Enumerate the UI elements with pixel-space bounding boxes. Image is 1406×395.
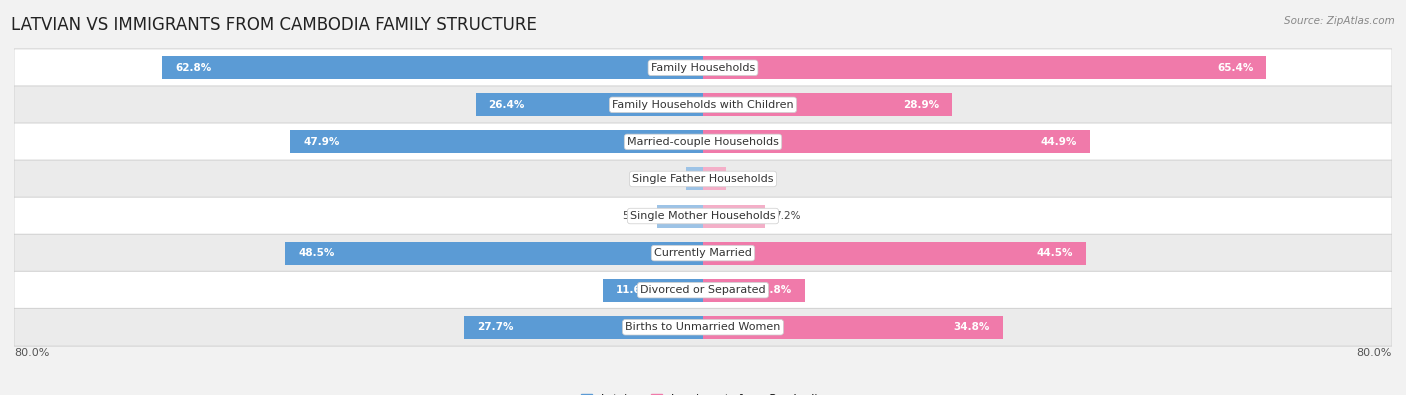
FancyBboxPatch shape xyxy=(14,123,1392,161)
Bar xyxy=(703,205,765,228)
Text: Single Mother Households: Single Mother Households xyxy=(630,211,776,221)
Bar xyxy=(686,167,703,190)
Bar xyxy=(285,242,703,265)
Text: 34.8%: 34.8% xyxy=(953,322,990,332)
Text: Births to Unmarried Women: Births to Unmarried Women xyxy=(626,322,780,332)
Bar xyxy=(475,93,703,117)
Text: 27.7%: 27.7% xyxy=(478,322,513,332)
Text: 80.0%: 80.0% xyxy=(1357,348,1392,357)
Bar xyxy=(703,56,1267,79)
Text: 26.4%: 26.4% xyxy=(488,100,524,110)
Text: 44.5%: 44.5% xyxy=(1036,248,1073,258)
Text: LATVIAN VS IMMIGRANTS FROM CAMBODIA FAMILY STRUCTURE: LATVIAN VS IMMIGRANTS FROM CAMBODIA FAMI… xyxy=(11,16,537,34)
Text: 11.8%: 11.8% xyxy=(755,285,792,295)
Text: 62.8%: 62.8% xyxy=(176,63,211,73)
FancyBboxPatch shape xyxy=(14,234,1392,272)
Bar xyxy=(703,242,1087,265)
Bar xyxy=(703,93,952,117)
FancyBboxPatch shape xyxy=(14,271,1392,309)
Text: 11.6%: 11.6% xyxy=(616,285,652,295)
Bar xyxy=(464,316,703,339)
Text: Family Households: Family Households xyxy=(651,63,755,73)
FancyBboxPatch shape xyxy=(14,86,1392,124)
Text: 2.7%: 2.7% xyxy=(735,174,762,184)
Bar xyxy=(703,130,1090,153)
Text: Family Households with Children: Family Households with Children xyxy=(612,100,794,110)
Text: 47.9%: 47.9% xyxy=(304,137,340,147)
Text: 48.5%: 48.5% xyxy=(298,248,335,258)
FancyBboxPatch shape xyxy=(14,160,1392,198)
Text: Single Father Households: Single Father Households xyxy=(633,174,773,184)
Text: 2.0%: 2.0% xyxy=(651,174,678,184)
FancyBboxPatch shape xyxy=(14,197,1392,235)
Bar xyxy=(162,56,703,79)
Bar xyxy=(703,167,727,190)
Text: 80.0%: 80.0% xyxy=(14,348,49,357)
FancyBboxPatch shape xyxy=(14,308,1392,346)
Text: 65.4%: 65.4% xyxy=(1218,63,1253,73)
Bar xyxy=(703,278,804,302)
Bar xyxy=(291,130,703,153)
Bar xyxy=(658,205,703,228)
Legend: Latvian, Immigrants from Cambodia: Latvian, Immigrants from Cambodia xyxy=(576,389,830,395)
Bar xyxy=(603,278,703,302)
Text: 5.3%: 5.3% xyxy=(623,211,648,221)
Bar xyxy=(703,316,1002,339)
Text: 7.2%: 7.2% xyxy=(773,211,800,221)
Text: Married-couple Households: Married-couple Households xyxy=(627,137,779,147)
Text: Divorced or Separated: Divorced or Separated xyxy=(640,285,766,295)
Text: Currently Married: Currently Married xyxy=(654,248,752,258)
Text: 28.9%: 28.9% xyxy=(903,100,939,110)
Text: 44.9%: 44.9% xyxy=(1040,137,1077,147)
FancyBboxPatch shape xyxy=(14,49,1392,87)
Text: Source: ZipAtlas.com: Source: ZipAtlas.com xyxy=(1284,16,1395,26)
